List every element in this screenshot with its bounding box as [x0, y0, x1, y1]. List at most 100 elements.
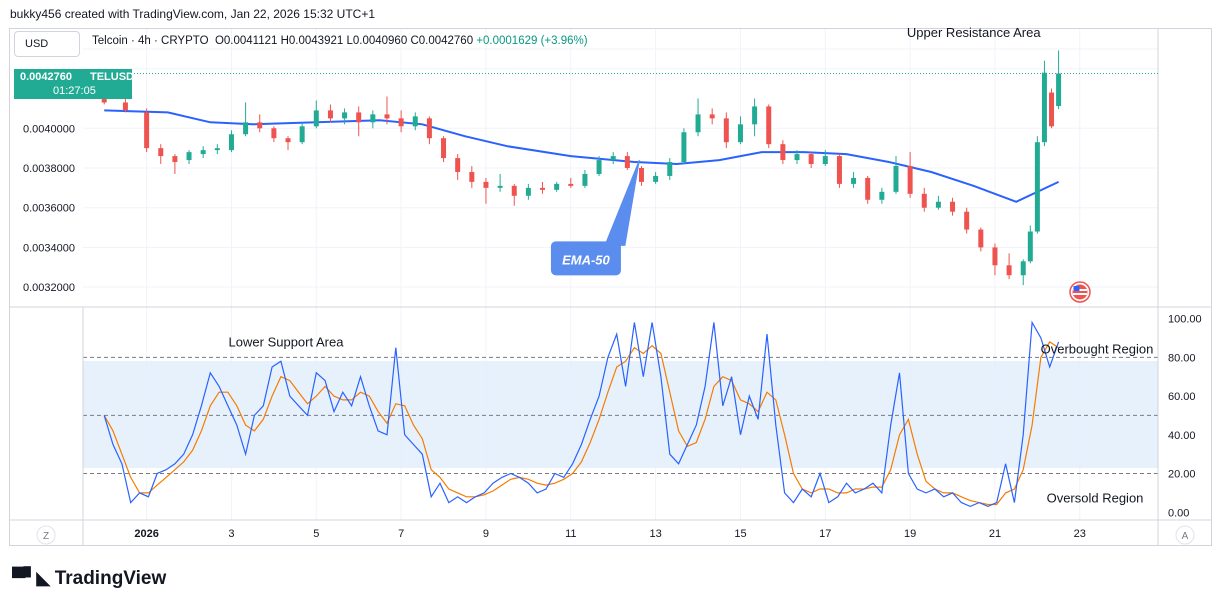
tradingview-logo[interactable]: ▀▘◣ TradingView [12, 567, 166, 590]
candle-body [525, 187, 531, 196]
candle-body [610, 156, 616, 161]
candle-body [186, 152, 192, 161]
candle-body [1027, 231, 1033, 262]
candle-body [964, 211, 970, 230]
ema50-callout-pointer [604, 159, 640, 246]
legend-open: O0.0041121 [214, 35, 278, 47]
currency-button[interactable]: USD [14, 31, 80, 57]
time-tick-label: 21 [989, 528, 1001, 540]
price-tick-label: 0.0032000 [23, 282, 75, 294]
candle-body [426, 118, 432, 139]
ema50-path [104, 109, 1060, 203]
candle-body [243, 122, 249, 135]
candle-body [356, 112, 362, 123]
candle-body [653, 175, 659, 182]
price-tick-label: 0.0040000 [23, 123, 75, 135]
candle-body [398, 118, 404, 127]
price-tick-label: 0.0038000 [23, 163, 75, 175]
candles [101, 50, 1062, 286]
price-scale-labels: 0.0040000 0.0038000 0.0036000 0.0034000 0.00… [23, 123, 75, 294]
chart-byline: bukky456 created with TradingView.com, J… [10, 7, 375, 21]
candle-body [568, 183, 574, 186]
stoch-tick-label: 0.00 [1168, 507, 1189, 519]
candle-body [1041, 72, 1047, 143]
bar-countdown: 01:27:05 [53, 85, 96, 97]
candle-body [257, 122, 263, 129]
candle-body [766, 106, 772, 145]
time-tick-label: 15 [734, 528, 746, 540]
candle-body [271, 128, 277, 139]
stoch-tick-label: 100.00 [1168, 314, 1202, 326]
us-flag-icon[interactable] [1069, 281, 1091, 303]
candle-body [935, 201, 941, 208]
candle-body [497, 185, 503, 188]
ema50-callout-box [550, 241, 621, 276]
time-tick-label: 13 [650, 528, 662, 540]
candle-body [1006, 265, 1012, 276]
stoch-tick-label: 40.00 [1168, 430, 1196, 442]
candle-body [794, 154, 800, 161]
candle-body [441, 138, 447, 159]
candle-body [879, 191, 885, 200]
candle-body [638, 168, 644, 182]
candle-body [511, 185, 517, 196]
candle-body [158, 148, 164, 157]
ticker-label: TELUSD [90, 71, 134, 83]
time-tick-label: 9 [483, 528, 489, 540]
annotations: Upper Resistance Area EMA-50 Lower Support… [229, 25, 1154, 506]
symbol-legend: Telcoin · 4h · CRYPTO O0.0041121 H0.0043… [92, 35, 588, 47]
candle-body [851, 177, 857, 184]
candle-body [412, 116, 418, 127]
stoch-scale-labels: 100.00 80.00 60.00 40.00 20.00 0.00 [1168, 314, 1202, 520]
candle-body [1056, 73, 1062, 107]
price-tick-label: 0.0036000 [23, 203, 75, 215]
candle-body [596, 160, 602, 174]
candle-body [709, 114, 715, 119]
candle-body [808, 154, 814, 165]
legend-high: H0.0043921 [280, 35, 344, 47]
candle-body [554, 183, 560, 190]
candle-body [752, 106, 758, 125]
candle-body [893, 166, 899, 192]
candle-body [214, 148, 220, 151]
time-tick-label: 11 [565, 528, 576, 540]
time-tick-label: 7 [398, 528, 404, 540]
time-tick-label: 17 [819, 528, 831, 540]
z-label: Z [43, 531, 49, 542]
symbol-title[interactable]: Telcoin · 4h · CRYPTO [92, 35, 209, 47]
stoch-tick-label: 80.00 [1168, 352, 1196, 364]
candle-body [172, 156, 178, 163]
candle-body [384, 114, 390, 119]
candle-body [950, 201, 956, 212]
candle-body [299, 126, 305, 143]
candle-body [695, 114, 701, 133]
candle-body [370, 114, 376, 123]
candle-body [624, 156, 630, 168]
candle-body [1034, 142, 1040, 232]
candle-body [540, 187, 546, 190]
candle-body [455, 158, 461, 172]
candle-body [122, 102, 128, 111]
bottom-right-a-button[interactable]: A [1175, 525, 1195, 545]
a-label: A [1182, 531, 1189, 542]
candle-body [667, 162, 673, 176]
time-tick-label: 19 [904, 528, 916, 540]
last-price-value: 0.0042760 [20, 71, 72, 83]
stoch-tick-label: 60.00 [1168, 391, 1196, 403]
time-tick-label: 2026 [134, 528, 158, 540]
candle-body [313, 110, 319, 127]
last-price-badge: 0.0042760 TELUSD 01:27:05 [14, 69, 134, 99]
candle-body [921, 193, 927, 208]
candle-body [737, 124, 743, 143]
candle-body [836, 156, 842, 184]
candle-body [822, 156, 828, 165]
bottom-left-z-button[interactable]: Z [36, 525, 56, 545]
candle-body [483, 181, 489, 188]
stoch-k-line [103, 320, 1060, 508]
candle-body [723, 118, 729, 143]
candle-body [907, 166, 913, 194]
price-tick-label: 0.0034000 [23, 242, 75, 254]
candle-body [1049, 92, 1055, 127]
candle-body [780, 144, 786, 161]
